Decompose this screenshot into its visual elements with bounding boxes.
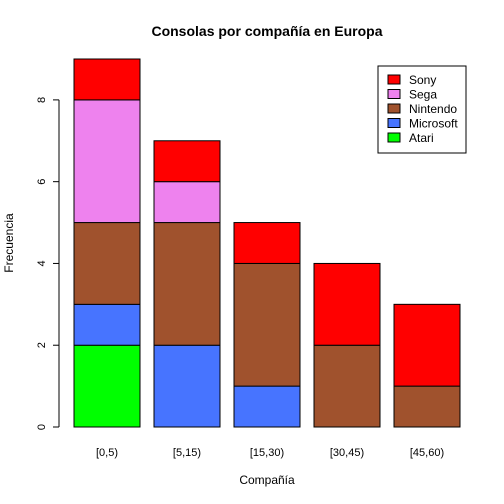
bars-group <box>73 58 461 428</box>
bar-segment-microsoft <box>153 344 221 428</box>
bar-segment-nintendo <box>313 344 381 428</box>
x-tick-label: [45,60) <box>410 447 444 459</box>
bar-segment-microsoft <box>73 303 141 346</box>
y-tick-label: 0 <box>36 424 48 430</box>
x-tick-label: [5,15) <box>173 447 201 459</box>
y-tick-label: 6 <box>36 179 48 185</box>
chart-title: Consolas por compañía en Europa <box>151 23 382 39</box>
bar-segment-microsoft <box>233 385 301 428</box>
legend-swatch-nintendo <box>387 103 401 114</box>
x-tick-label: [30,45) <box>330 447 364 459</box>
legend-label-microsoft: Microsoft <box>409 117 458 131</box>
y-tick-label: 2 <box>36 342 48 348</box>
bar-segment-sega <box>73 99 141 224</box>
bar-segment-nintendo <box>73 222 141 305</box>
y-axis-label: Frecuencia <box>2 213 16 273</box>
bar-segment-nintendo <box>393 385 461 428</box>
bar-segment-sony <box>233 222 301 264</box>
legend-swatch-atari <box>387 132 401 143</box>
y-axis: 0 2 4 6 8 <box>36 97 60 430</box>
bar-segment-sony <box>313 262 381 346</box>
bar-segment-nintendo <box>233 262 301 387</box>
x-tick-label: [15,30) <box>250 447 284 459</box>
bar-segment-sony <box>153 140 221 183</box>
legend-swatch-sega <box>387 89 401 99</box>
y-tick-label: 4 <box>36 260 48 266</box>
bar-segment-nintendo <box>153 222 221 346</box>
bar-segment-sega <box>153 181 221 224</box>
legend-label-atari: Atari <box>409 131 434 145</box>
bar-segment-sony <box>393 303 461 387</box>
x-tick-labels: [0,5) [5,15) [15,30) [30,45) [45,60) <box>96 447 444 459</box>
x-axis-label: Compañía <box>239 473 295 487</box>
bar-segment-atari <box>73 344 141 428</box>
bar-segment-sony <box>73 58 141 101</box>
y-tick-label: 8 <box>36 97 48 103</box>
legend-swatch-sony <box>387 74 401 85</box>
legend-label-nintendo: Nintendo <box>409 102 457 116</box>
legend-label-sega: Sega <box>409 88 437 102</box>
legend-swatch-microsoft <box>387 118 401 128</box>
x-tick-label: [0,5) <box>96 447 118 459</box>
legend-label-sony: Sony <box>409 73 436 87</box>
